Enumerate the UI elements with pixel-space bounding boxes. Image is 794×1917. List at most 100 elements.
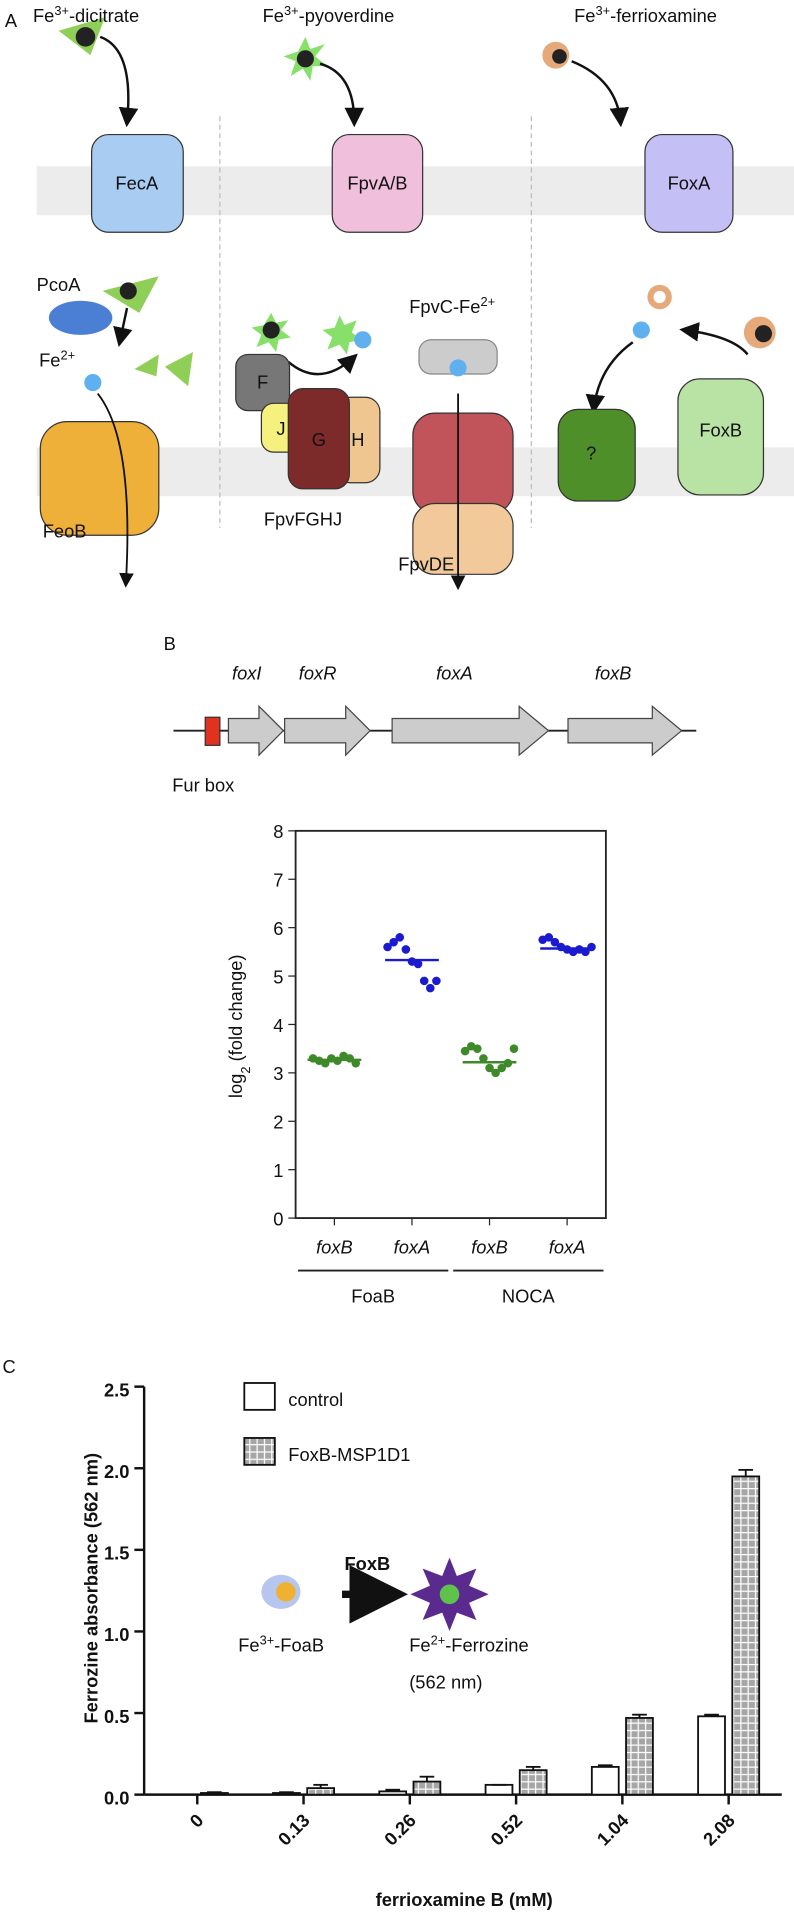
data-point xyxy=(544,933,554,942)
bar xyxy=(697,1715,726,1796)
group-label: FoaB xyxy=(351,1285,395,1306)
x-tick-label: foxB xyxy=(316,1237,353,1258)
gene-label: foxA xyxy=(436,662,473,683)
y-tick-label: 1.5 xyxy=(104,1543,129,1564)
text-part: Fe xyxy=(574,5,595,26)
data-point xyxy=(419,976,429,986)
data-point xyxy=(413,959,423,969)
legend-label: control xyxy=(288,1389,343,1410)
text-part: -ferrioxamine xyxy=(610,5,717,26)
text-part: -pyoverdine xyxy=(299,5,395,26)
legend-swatch xyxy=(243,1437,276,1466)
data-point xyxy=(389,937,398,947)
data-point xyxy=(401,945,411,954)
panel-c-inset-art xyxy=(261,1557,489,1631)
data-point xyxy=(509,1044,519,1053)
data-point xyxy=(473,1044,482,1053)
product-label: Fe2+-Ferrozine xyxy=(409,1632,528,1655)
data-point xyxy=(351,1058,361,1068)
error-bar xyxy=(279,1791,294,1794)
bar xyxy=(625,1717,654,1796)
protein-label: FeoB xyxy=(43,521,87,542)
data-point xyxy=(479,1054,488,1063)
receptor-label: FecA xyxy=(115,173,159,194)
data-point xyxy=(426,983,435,993)
superscript: 2+ xyxy=(431,1632,446,1647)
y-axis-label: log2 (fold change) xyxy=(225,955,252,1099)
y-tick-label: 6 xyxy=(273,918,283,939)
error-bar xyxy=(704,1713,719,1717)
x-tick-label: 0.52 xyxy=(486,1809,526,1849)
x-tick-label: 0.26 xyxy=(380,1809,420,1849)
superscript: 2+ xyxy=(60,347,75,362)
subscript: 2 xyxy=(237,1066,252,1073)
panel-label: B xyxy=(164,633,176,654)
bar xyxy=(378,1790,408,1796)
text-part: log xyxy=(225,1074,246,1098)
bar xyxy=(731,1475,761,1796)
bar xyxy=(518,1769,548,1796)
y-tick-label: 5 xyxy=(273,966,283,987)
text-part: Fe xyxy=(238,1635,259,1656)
subunit-label: J xyxy=(276,418,285,439)
y-axis-label: Ferrozine absorbance (562 nm) xyxy=(81,1453,102,1724)
error-bar xyxy=(525,1765,541,1771)
protein-label: FpvC-Fe2+ xyxy=(409,293,495,317)
text-part: -FoaB xyxy=(274,1635,324,1656)
y-tick-label: 2 xyxy=(273,1112,283,1133)
x-axis-label: ferrioxamine B (mM) xyxy=(376,1889,553,1910)
y-tick-label: 7 xyxy=(273,870,283,891)
ion-label: Fe2+ xyxy=(39,347,75,371)
error-bar xyxy=(419,1775,435,1782)
product-note: (562 nm) xyxy=(409,1671,482,1692)
column-title: Fe3+-dicitrate xyxy=(33,3,139,27)
gene-label: foxB xyxy=(595,662,632,683)
data-point xyxy=(432,976,441,986)
bar xyxy=(200,1792,229,1796)
receptor-label: FpvA/B xyxy=(347,173,407,194)
data-point xyxy=(550,937,560,947)
y-tick-label: 2.5 xyxy=(104,1379,129,1400)
data-point xyxy=(320,1058,330,1068)
data-point xyxy=(497,1063,507,1073)
data-point xyxy=(460,1046,470,1056)
column-title: Fe3+-ferrioxamine xyxy=(574,3,717,27)
error-bar xyxy=(207,1791,222,1794)
error-bar xyxy=(385,1788,401,1792)
error-bar xyxy=(632,1713,647,1718)
complex-label: FpvFGHJ xyxy=(264,508,342,529)
x-tick-label: foxA xyxy=(549,1237,586,1258)
gene-label: foxR xyxy=(299,662,337,683)
error-bar xyxy=(738,1468,754,1477)
x-tick-label: foxA xyxy=(394,1237,431,1258)
fur-box-label: Fur box xyxy=(172,775,234,796)
subunit-label: H xyxy=(351,429,364,450)
bar xyxy=(412,1780,442,1796)
x-tick-label: 0 xyxy=(185,1809,207,1831)
error-bar xyxy=(313,1783,328,1789)
text-part: -Ferrozine xyxy=(445,1635,528,1656)
superscript: 3+ xyxy=(54,3,69,18)
text-part: FpvC-Fe xyxy=(409,296,480,317)
column-title: Fe3+-pyoverdine xyxy=(263,3,395,27)
text-part: Fe xyxy=(33,5,54,26)
protein-label: PcoA xyxy=(37,274,82,295)
panel-label: A xyxy=(5,10,18,31)
text-part: -dicitrate xyxy=(69,5,139,26)
group-label: NOCA xyxy=(502,1285,556,1306)
bar xyxy=(484,1783,514,1796)
y-tick-label: 0.5 xyxy=(104,1706,129,1727)
y-tick-label: 0.0 xyxy=(104,1787,129,1808)
substrate-label: Fe3+-FoaB xyxy=(238,1632,324,1655)
bar xyxy=(306,1787,336,1796)
data-point xyxy=(383,942,392,952)
subunit-label: F xyxy=(257,372,268,393)
complex-label: FpvDE xyxy=(398,554,454,575)
y-tick-label: 4 xyxy=(273,1015,283,1036)
y-tick-label: 8 xyxy=(273,821,283,842)
y-tick-label: 3 xyxy=(273,1063,283,1084)
bar xyxy=(590,1765,620,1796)
data-point xyxy=(491,1068,500,1078)
